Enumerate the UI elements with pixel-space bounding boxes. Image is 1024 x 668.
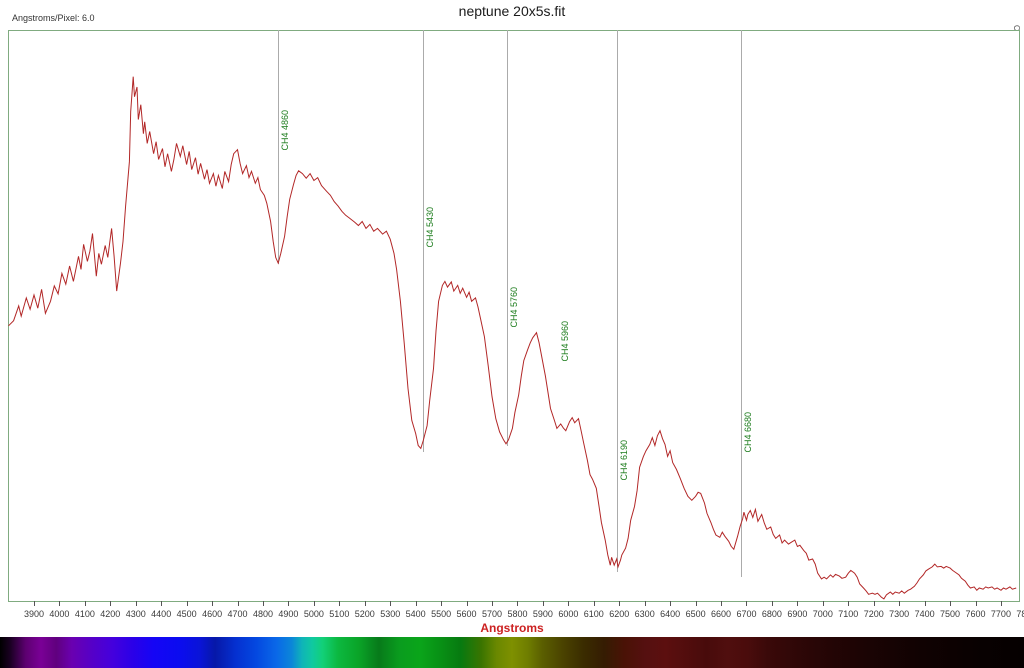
x-tick-mark xyxy=(135,601,137,606)
x-tick-mark xyxy=(950,601,952,606)
x-tick-mark xyxy=(492,601,493,606)
x-tick-label: 7700 xyxy=(990,609,1011,619)
x-tick-label: 3900 xyxy=(23,609,44,619)
x-tick-mark xyxy=(568,601,570,606)
x-tick-mark xyxy=(364,601,366,606)
x-tick-label: 6000 xyxy=(558,609,579,619)
x-tick-label: 4000 xyxy=(49,609,70,619)
x-axis-title: Angstroms xyxy=(480,621,544,635)
x-tick-mark xyxy=(644,601,646,606)
x-tick-label: 5300 xyxy=(380,609,401,619)
x-tick-mark xyxy=(110,601,112,606)
x-tick-label: 7000 xyxy=(812,609,833,619)
x-tick-label: 5200 xyxy=(354,609,375,619)
x-tick-mark xyxy=(619,601,621,606)
synthesized-spectrum-colorbar xyxy=(0,637,1024,668)
x-tick-mark xyxy=(873,601,875,606)
x-tick-mark xyxy=(593,601,595,606)
spectrum-curve xyxy=(8,76,1017,600)
x-tick-mark xyxy=(1000,601,1002,606)
x-tick-mark xyxy=(848,601,850,606)
ch4-marker-line xyxy=(278,30,280,264)
x-tick-mark xyxy=(33,601,35,606)
x-tick-label: 5500 xyxy=(431,609,452,619)
x-tick-mark xyxy=(186,601,188,606)
x-tick-label: 5100 xyxy=(329,609,350,619)
x-tick-label: 7200 xyxy=(863,609,884,619)
ch4-marker-line xyxy=(507,30,509,447)
x-tick-label: 4500 xyxy=(176,609,197,619)
x-tick-label: 4400 xyxy=(151,609,172,619)
x-tick-label: 7300 xyxy=(889,609,910,619)
x-tick-mark xyxy=(899,601,901,606)
x-tick-mark xyxy=(390,601,392,606)
x-tick-mark xyxy=(695,601,697,606)
x-tick-mark xyxy=(924,601,926,606)
x-tick-label: 6200 xyxy=(609,609,630,619)
ch4-marker-line xyxy=(423,30,425,452)
x-tick-label: 5700 xyxy=(481,609,503,619)
x-tick-mark xyxy=(517,601,519,606)
x-tick-mark xyxy=(339,601,341,606)
x-tick-label: 5900 xyxy=(532,609,553,619)
x-tick-label: 4300 xyxy=(125,609,146,619)
x-tick-label: 5400 xyxy=(405,609,426,619)
x-tick-label: 7100 xyxy=(838,609,859,619)
x-tick-label: 5600 xyxy=(456,609,477,619)
x-tick-label: 4900 xyxy=(278,609,299,619)
x-tick-mark xyxy=(670,601,672,606)
x-tick-label: 6500 xyxy=(685,609,706,619)
x-tick-label: 4800 xyxy=(252,609,273,619)
x-tick-label: 6800 xyxy=(761,609,782,619)
x-tick-mark xyxy=(797,601,799,606)
chart-title: neptune 20x5s.fit xyxy=(458,3,566,19)
x-tick-mark xyxy=(415,601,417,606)
x-tick-label: 6300 xyxy=(634,609,655,619)
x-tick-label: 4200 xyxy=(100,609,121,619)
ch4-marker-line xyxy=(741,30,743,578)
x-tick-mark xyxy=(212,601,214,606)
x-tick-label: 7800 xyxy=(1016,609,1024,619)
x-tick-mark xyxy=(161,601,163,606)
x-tick-mark xyxy=(237,601,239,606)
x-tick-mark xyxy=(771,601,773,606)
x-tick-label: 7500 xyxy=(940,609,961,619)
x-tick-mark xyxy=(746,601,748,606)
x-tick-label: 5000 xyxy=(303,609,324,619)
plot-area[interactable] xyxy=(8,30,1020,602)
x-tick-label: 6700 xyxy=(736,609,757,619)
x-tick-label: 7600 xyxy=(965,609,986,619)
x-tick-mark xyxy=(313,601,315,606)
x-tick-label: 4100 xyxy=(74,609,95,619)
x-tick-mark xyxy=(721,601,723,606)
x-tick-label: 5800 xyxy=(507,609,528,619)
spectrum-polyline xyxy=(8,76,1017,600)
x-tick-mark xyxy=(288,601,290,606)
angstroms-per-pixel-label: Angstroms/Pixel: 6.0 xyxy=(12,13,95,23)
x-tick-mark xyxy=(84,601,86,606)
x-tick-mark xyxy=(466,601,468,606)
x-tick-mark xyxy=(59,601,61,606)
x-tick-label: 7400 xyxy=(914,609,935,619)
x-tick-label: 6600 xyxy=(711,609,732,619)
x-tick-label: 4600 xyxy=(202,609,223,619)
x-tick-mark xyxy=(822,601,824,606)
x-tick-mark xyxy=(441,601,443,606)
x-tick-mark xyxy=(975,601,977,606)
x-tick-mark xyxy=(262,601,264,606)
x-tick-mark xyxy=(542,601,544,606)
x-tick-label: 6900 xyxy=(787,609,808,619)
ch4-marker-line xyxy=(616,30,618,572)
x-tick-label: 6100 xyxy=(583,609,604,619)
x-tick-label: 4700 xyxy=(227,609,248,619)
x-tick-label: 6400 xyxy=(660,609,681,619)
